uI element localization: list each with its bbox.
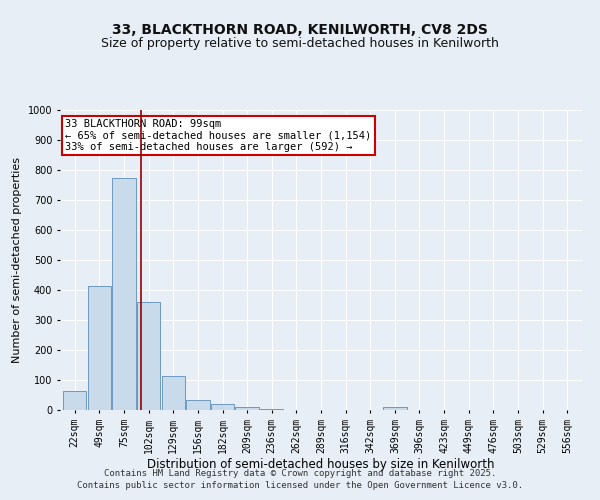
Bar (63, 390, 86, 410)
Bar (235, 407, 259, 410)
Y-axis label: Number of semi-detached properties: Number of semi-detached properties (13, 157, 22, 363)
Bar (211, 404, 234, 410)
Text: Size of property relative to semi-detached houses in Kenilworth: Size of property relative to semi-detach… (101, 38, 499, 51)
Bar (112, 178, 136, 410)
Text: Contains public sector information licensed under the Open Government Licence v3: Contains public sector information licen… (77, 481, 523, 490)
Bar (260, 408, 283, 410)
Bar (88, 286, 111, 410)
Text: 33 BLACKTHORN ROAD: 99sqm
← 65% of semi-detached houses are smaller (1,154)
33% : 33 BLACKTHORN ROAD: 99sqm ← 65% of semi-… (65, 119, 371, 152)
Bar (137, 302, 160, 410)
Bar (186, 400, 209, 410)
Bar (161, 376, 185, 410)
Text: Contains HM Land Registry data © Crown copyright and database right 2025.: Contains HM Land Registry data © Crown c… (104, 468, 496, 477)
Text: 33, BLACKTHORN ROAD, KENILWORTH, CV8 2DS: 33, BLACKTHORN ROAD, KENILWORTH, CV8 2DS (112, 22, 488, 36)
Bar (383, 407, 407, 410)
X-axis label: Distribution of semi-detached houses by size in Kenilworth: Distribution of semi-detached houses by … (147, 458, 495, 471)
